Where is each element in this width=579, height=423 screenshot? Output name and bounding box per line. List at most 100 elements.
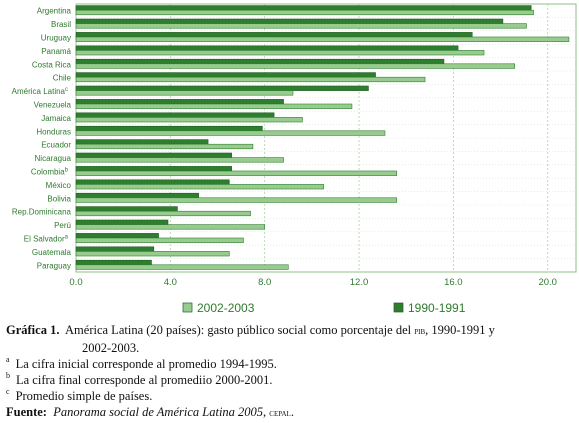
category-label: El Salvadora: [24, 235, 69, 244]
category-label: México: [46, 181, 72, 190]
bar-1990-1991: [75, 45, 459, 51]
bar-2002-2003: [75, 50, 485, 56]
category-label: Argentina: [37, 7, 72, 16]
category-label: Guatemala: [32, 248, 72, 257]
category-label: Venezuela: [34, 101, 72, 110]
bar-1990-1991: [75, 18, 504, 24]
bar-2002-2003: [75, 237, 244, 243]
legend-swatch: [182, 302, 193, 313]
category-label: Uruguay: [41, 34, 71, 43]
category-label: Colombiab: [31, 168, 69, 177]
bar-1990-1991: [75, 206, 178, 212]
bar-1990-1991: [75, 233, 159, 239]
bar-1990-1991: [75, 112, 275, 118]
footnote-a: a La cifra inicial corresponde al promedi…: [6, 356, 574, 372]
category-superscript: a: [65, 235, 69, 241]
category-superscript: c: [65, 87, 68, 93]
bar-1990-1991: [75, 58, 445, 65]
bar-2002-2003: [75, 224, 265, 230]
footnote-text: La cifra final corresponde al promediio …: [16, 373, 273, 387]
category-label: Brasil: [51, 20, 71, 29]
bar-2002-2003: [75, 90, 294, 96]
bar-1990-1991: [75, 72, 376, 78]
legend-label: 1990-1991: [408, 301, 466, 315]
bar-1990-1991: [75, 166, 232, 172]
bar-2002-2003: [75, 63, 515, 69]
x-tick-label: 0.0: [69, 277, 82, 288]
x-tick-label: 16.0: [444, 277, 463, 288]
bar-2002-2003: [75, 9, 534, 16]
bar-1990-1991: [75, 219, 169, 225]
footnote-b: b La cifra final corresponde al promediio…: [6, 372, 574, 388]
bar-1990-1991: [75, 32, 473, 38]
bar-2002-2003: [75, 76, 426, 83]
x-tick-label: 4.0: [164, 277, 177, 288]
category-label: Paraguay: [37, 261, 71, 270]
legend-swatch: [393, 302, 404, 313]
footnote-mark: c: [6, 387, 10, 396]
bar-1990-1991: [75, 139, 209, 145]
bar-2002-2003: [75, 197, 398, 203]
bar-2002-2003: [75, 130, 386, 136]
bar-2002-2003: [75, 143, 254, 150]
caption-pib: pib: [414, 326, 426, 337]
caption-line2: 2002-2003.: [82, 341, 140, 355]
caption-notes: a La cifra inicial corresponde al promedi…: [6, 356, 574, 404]
category-label: Rep.Dominicana: [12, 208, 72, 217]
source-label: Fuente:: [6, 405, 47, 419]
bar-chart: Argentina Brasil Uruguay Panamá Costa Rica Ch…: [12, 3, 577, 315]
source-title: Panorama social de América Latina 2005: [53, 405, 264, 419]
footnote-mark: a: [6, 355, 10, 364]
source-line: Fuente: Panorama social de América Latin…: [6, 404, 574, 422]
bar-2002-2003: [75, 210, 251, 217]
bar-2002-2003: [75, 184, 324, 190]
caption-text-after: , 1990-1991 y: [425, 323, 495, 337]
bar-2002-2003: [75, 251, 230, 257]
category-superscript: b: [65, 168, 69, 174]
category-label: Costa Rica: [32, 60, 72, 69]
source-separator: ,: [263, 405, 270, 419]
category-label: Chile: [53, 74, 72, 83]
x-tick-label: 8.0: [258, 277, 271, 288]
category-label: Jamaica: [41, 114, 71, 123]
caption-label: Gráfica 1.: [6, 323, 60, 337]
chart-grid: [72, 3, 577, 273]
bar-2002-2003: [75, 103, 353, 109]
x-tick-label: 20.0: [538, 277, 557, 288]
footnote-text: La cifra inicial corresponde al promedio…: [15, 357, 277, 371]
x-axis-ticks: 0.0 4.0 8.0 12.0 16.0 20.0: [69, 277, 557, 288]
bar-1990-1991: [75, 179, 230, 185]
category-label: Ecuador: [41, 141, 71, 150]
figure-caption: Gráfica 1. América Latina (20 países): g…: [6, 322, 574, 422]
category-label: Bolivia: [47, 194, 71, 203]
caption-text-before: América Latina (20 países): gasto públic…: [65, 323, 415, 337]
bar-2002-2003: [75, 117, 303, 123]
bar-1990-1991: [75, 125, 263, 132]
bar-2002-2003: [75, 36, 570, 42]
bar-2002-2003: [75, 23, 527, 29]
bar-1990-1991: [75, 152, 232, 158]
source-end: .: [290, 405, 294, 419]
bar-2002-2003: [75, 264, 289, 270]
caption-main: Gráfica 1. América Latina (20 países): g…: [6, 322, 574, 340]
bar-2002-2003: [75, 170, 398, 176]
bar-1990-1991: [75, 259, 152, 266]
category-label: Panamá: [41, 47, 71, 56]
chart-legend: 2002-2003 1990-1991: [182, 301, 466, 315]
source-org: cepal: [269, 408, 291, 419]
footnote-mark: b: [6, 371, 10, 380]
category-label: Honduras: [36, 127, 71, 136]
category-label: Perú: [54, 221, 71, 230]
bar-2002-2003: [75, 157, 284, 163]
footnote-c: c Promedio simple de países.: [6, 388, 574, 404]
bar-1990-1991: [75, 5, 532, 11]
bar-1990-1991: [75, 192, 199, 199]
bar-1990-1991: [75, 246, 155, 252]
category-labels: Argentina Brasil Uruguay Panamá Costa Rica Ch…: [12, 7, 72, 271]
category-label: América Latinac: [12, 87, 68, 96]
bar-1990-1991: [75, 85, 369, 91]
bar-1990-1991: [75, 99, 284, 105]
legend-label: 2002-2003: [197, 301, 255, 315]
category-label: Nicaragua: [35, 154, 72, 163]
footnote-text: Promedio simple de países.: [15, 389, 153, 403]
